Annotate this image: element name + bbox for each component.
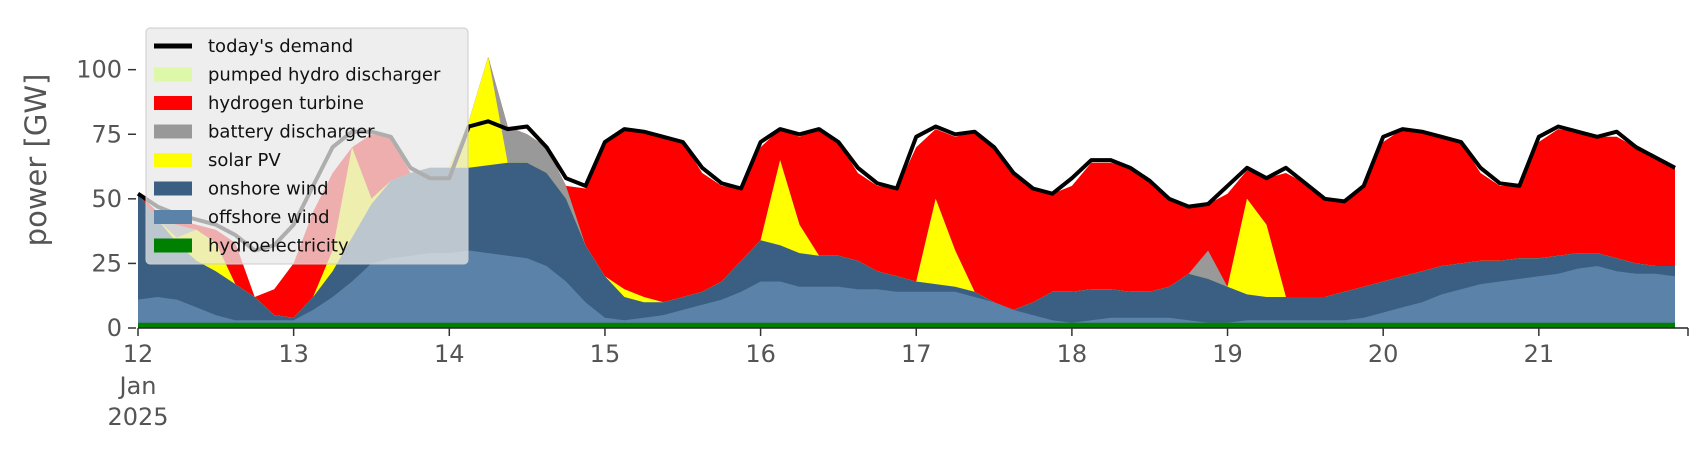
legend-label-today-s-demand: today's demand bbox=[208, 36, 353, 57]
y-tick-label: 0 bbox=[107, 314, 122, 342]
legend-label-offshore-wind: offshore wind bbox=[208, 207, 330, 228]
x-tick-label-month: Jan bbox=[118, 372, 157, 400]
x-tick-label: 18 bbox=[1057, 340, 1088, 368]
y-tick-label: 75 bbox=[91, 120, 122, 148]
x-tick-label: 21 bbox=[1524, 340, 1555, 368]
y-tick-label: 50 bbox=[91, 185, 122, 213]
area-hydroelectricity bbox=[138, 322, 1675, 328]
legend-label-hydrogen-turbine: hydrogen turbine bbox=[208, 93, 364, 114]
legend-label-solar-pv: solar PV bbox=[208, 150, 281, 171]
y-tick-label: 100 bbox=[76, 56, 122, 84]
legend-swatch-offshore-wind bbox=[154, 210, 192, 224]
legend-swatch-hydrogen-turbine bbox=[154, 96, 192, 110]
legend-swatch-pumped-hydro-discharger bbox=[154, 67, 192, 82]
y-tick-label: 25 bbox=[91, 249, 122, 277]
x-tick-label: 15 bbox=[590, 340, 621, 368]
x-tick-label: 20 bbox=[1368, 340, 1399, 368]
legend-label-onshore-wind: onshore wind bbox=[208, 179, 329, 200]
legend-box bbox=[145, 27, 469, 265]
legend-label-hydroelectricity: hydroelectricity bbox=[208, 236, 349, 257]
x-tick-label: 13 bbox=[278, 340, 309, 368]
legend-label-pumped-hydro-discharger: pumped hydro discharger bbox=[208, 65, 441, 86]
x-tick-label: 17 bbox=[901, 340, 932, 368]
legend: today's demand pumped hydro discharger hyd… bbox=[145, 27, 469, 265]
x-tick-label: 12 bbox=[123, 340, 154, 368]
x-tick-label: 19 bbox=[1212, 340, 1243, 368]
x-tick-label: 16 bbox=[745, 340, 776, 368]
x-tick-label: 14 bbox=[434, 340, 465, 368]
axes: 0 25 50 75 100 12 Jan 2025 13 14 15 16 17 18 19 20 21 bbox=[76, 56, 1689, 431]
legend-swatch-battery-discharger bbox=[154, 124, 192, 139]
legend-swatch-hydroelectricity bbox=[154, 238, 192, 253]
y-axis-label: power [GW] bbox=[19, 74, 53, 247]
legend-swatch-solar-pv bbox=[154, 153, 192, 167]
legend-swatch-onshore-wind bbox=[154, 181, 192, 196]
area-offshore-wind bbox=[138, 250, 1675, 328]
legend-label-battery-discharger: battery discharger bbox=[208, 122, 375, 143]
x-tick-label-year: 2025 bbox=[107, 403, 168, 431]
area-layers bbox=[138, 56, 1675, 329]
